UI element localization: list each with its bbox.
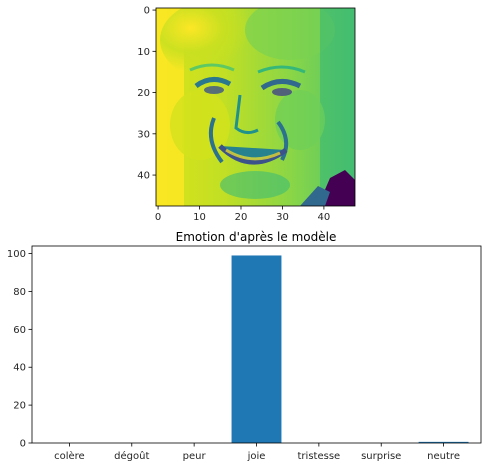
y-tick-label: 20 xyxy=(13,401,26,412)
face-image-panel: 0 10 20 30 40 0 10 20 30 40 xyxy=(137,6,356,223)
image-y-tick-label: 40 xyxy=(137,171,150,182)
image-axes-frame xyxy=(155,7,356,207)
x-tick-label-colère: colère xyxy=(54,450,85,462)
x-tick-label-surprise: surprise xyxy=(361,451,401,462)
image-x-tick-label: 20 xyxy=(235,212,248,223)
y-tick-label: 100 xyxy=(7,249,26,260)
x-tick-label-tristesse: tristesse xyxy=(298,451,341,462)
x-tick-label-peur: peur xyxy=(183,451,207,462)
image-x-tick-label: 10 xyxy=(193,212,206,223)
image-x-tick-label: 40 xyxy=(318,212,331,223)
y-axis-ticks: 0 20 40 60 80 100 xyxy=(7,249,32,450)
y-tick-label: 80 xyxy=(13,287,26,298)
x-tick-label-dégoût: dégoût xyxy=(114,450,149,462)
image-y-tick-label: 20 xyxy=(137,88,150,99)
y-tick-label: 0 xyxy=(20,439,26,450)
image-y-ticks: 0 10 20 30 40 xyxy=(137,6,156,182)
image-x-ticks: 0 10 20 30 40 xyxy=(155,206,330,223)
x-tick-label-neutre: neutre xyxy=(427,451,460,462)
image-y-tick-label: 30 xyxy=(137,129,150,140)
y-tick-label: 60 xyxy=(13,325,26,336)
x-tick-label-joie: joie xyxy=(247,451,266,462)
bars xyxy=(231,255,469,443)
image-y-tick-label: 0 xyxy=(144,6,150,17)
bar-chart-panel: Emotion d'après le modèle 0 20 40 60 80 100 c… xyxy=(7,230,482,462)
bar-neutre xyxy=(418,441,469,443)
face-image xyxy=(156,8,355,206)
chart-axes-frame xyxy=(31,245,482,444)
image-x-tick-label: 0 xyxy=(155,212,161,223)
y-tick-label: 40 xyxy=(13,363,26,374)
x-axis-ticks: colère dégoût peur joie tristesse surprise neu… xyxy=(54,443,460,462)
image-y-tick-label: 10 xyxy=(137,47,150,58)
chart-title: Emotion d'après le modèle xyxy=(176,230,337,244)
image-x-tick-label: 30 xyxy=(276,212,289,223)
bar-joie xyxy=(231,255,282,443)
